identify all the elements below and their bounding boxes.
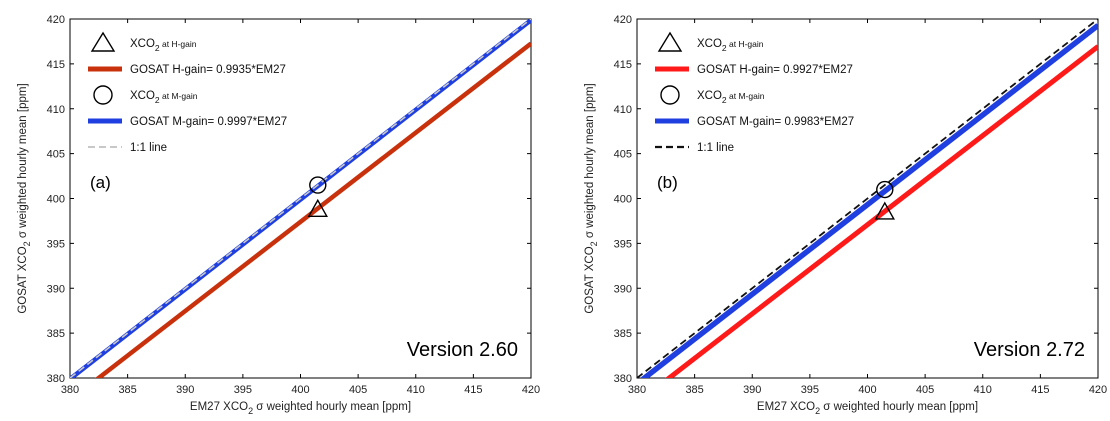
legend-circle-icon [660,85,680,105]
series-m-gain-line [639,23,1098,378]
x-tick-label: 380 [61,384,79,396]
y-tick-label: 410 [47,104,65,116]
legend-triangle-icon [90,31,116,52]
chart-panel-1: 380 385 390 395 400 405 410 415 420 380 385 390 395 4… [17,14,540,416]
x-tick-label: 400 [858,384,876,396]
legend-label: GOSAT M-gain= 0.9997*EM27 [130,116,287,128]
legend-circle-icon [93,85,113,105]
m-gain-point-circle [876,180,894,199]
y-tick-label: 390 [47,283,65,295]
x-tick-label: 395 [801,384,819,396]
x-tick-label: 385 [685,384,703,396]
legend-label: 1:1 line [697,142,734,154]
y-tick-label: 410 [614,104,632,116]
legend-label: GOSAT H-gain= 0.9927*EM27 [697,64,853,76]
legend-label: 1:1 line [130,142,167,154]
x-tick-label: 400 [291,384,309,396]
y-tick-label: 415 [47,59,65,71]
legend-label: XCO2 at M-gain [697,90,765,105]
h-gain-point-triangle [307,198,328,217]
series-h-gain-line [94,41,531,378]
chart-panel-2: 380 385 390 395 400 405 410 415 420 380 385 390 395 4… [584,14,1107,416]
y-tick-label: 395 [614,238,632,250]
y-tick-label: 390 [614,283,632,295]
legend-label: GOSAT M-gain= 0.9983*EM27 [697,116,854,128]
series-one-to-one-line [637,19,1098,378]
x-tick-label: 390 [176,384,194,396]
y-tick-label: 405 [614,149,632,161]
series-one-to-one-line [70,19,531,378]
legend-triangle-icon [657,31,683,52]
x-tick-label: 420 [1089,384,1107,396]
x-axis-label: EM27 XCO2 σ weighted hourly mean [ppm] [757,401,978,416]
y-tick-label: 385 [47,328,65,340]
x-tick-label: 420 [522,384,540,396]
x-tick-label: 390 [743,384,761,396]
y-tick-label: 420 [614,14,632,26]
x-tick-label: 410 [974,384,992,396]
y-tick-label: 415 [614,59,632,71]
version-label: Version 2.72 [974,339,1085,361]
series-group [637,19,1098,378]
legend-label: XCO2 at M-gain [130,90,198,105]
y-tick-label: 405 [47,149,65,161]
legend: XCO2 at H-gain GOSAT H-gain= 0.9935*EM27 X… [88,31,287,154]
y-axis-label: GOSAT XCO2 σ weighted hourly mean [ppm] [17,83,32,313]
legend-label: XCO2 at H-gain [130,38,197,53]
y-tick-label: 380 [614,373,632,385]
series-h-gain-line [665,44,1098,378]
y-axis-label: GOSAT XCO2 σ weighted hourly mean [ppm] [584,83,599,313]
x-tick-label: 405 [916,384,934,396]
h-gain-point-triangle [874,201,895,220]
legend-label: GOSAT H-gain= 0.9935*EM27 [130,64,286,76]
x-tick-label: 410 [407,384,425,396]
x-tick-label: 395 [234,384,252,396]
version-label: Version 2.60 [407,339,518,361]
x-tick-label: 415 [1031,384,1049,396]
x-tick-label: 385 [118,384,136,396]
x-tick-label: 405 [349,384,367,396]
m-gain-point-circle [309,176,327,194]
y-tick-label: 420 [47,14,65,26]
y-tick-label: 400 [614,194,632,206]
legend: XCO2 at H-gain GOSAT H-gain= 0.9927*EM27 X… [655,31,854,154]
panel-tag: (a) [90,173,111,192]
y-tick-label: 395 [47,238,65,250]
y-tick-label: 380 [47,373,65,385]
series-m-gain-line [70,19,531,378]
y-tick-label: 385 [614,328,632,340]
x-axis-label: EM27 XCO2 σ weighted hourly mean [ppm] [190,401,411,416]
x-tick-label: 415 [464,384,482,396]
legend-label: XCO2 at H-gain [697,38,764,53]
y-tick-label: 400 [47,194,65,206]
x-tick-label: 380 [628,384,646,396]
panel-tag: (b) [657,173,678,192]
series-group [70,19,531,378]
